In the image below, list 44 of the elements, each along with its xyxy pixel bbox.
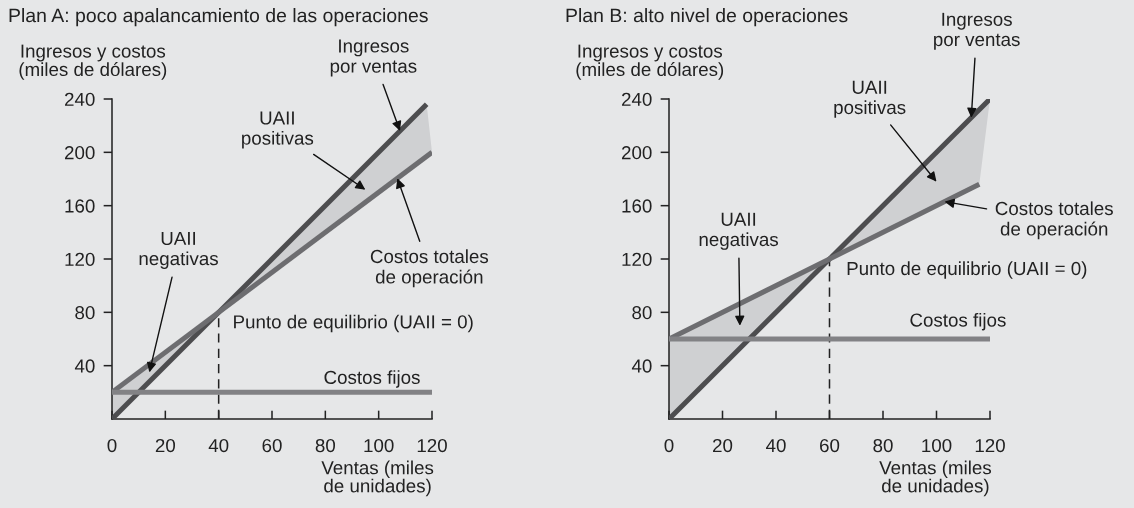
x-axis-title: Ventas (miles de unidades) xyxy=(321,460,434,497)
y-axis-title: Ingresos y costos (miles de dólares) xyxy=(576,44,724,80)
x-tick-label: 0 xyxy=(664,438,674,453)
y-tick-label: 240 xyxy=(622,92,652,106)
annotation: UAII negativas xyxy=(139,231,218,269)
x-tick-label: 60 xyxy=(262,438,282,453)
x-tick-label: 40 xyxy=(766,438,786,453)
annotation: UAII positivas xyxy=(242,111,314,149)
y-tick-label: 80 xyxy=(632,306,652,320)
x-tick-label: 80 xyxy=(315,438,336,453)
x-tick-label: 0 xyxy=(107,438,117,453)
chart-title: Plan B: alto nivel de operaciones xyxy=(566,8,848,27)
y-tick-label: 200 xyxy=(65,146,95,160)
x-tick-label: 40 xyxy=(208,438,229,453)
y-tick-label: 120 xyxy=(622,252,652,266)
x-tick-label: 20 xyxy=(713,438,733,453)
y-tick-label: 40 xyxy=(74,359,95,373)
y-tick-label: 240 xyxy=(65,92,95,106)
y-tick-label: 160 xyxy=(622,199,652,213)
y-axis-title: Ingresos y costos (miles de dólares) xyxy=(19,44,167,80)
text: Ingresos por ventas xyxy=(934,12,1020,50)
annotation: Punto de equilibrio (UAII = 0) xyxy=(847,261,1087,279)
y-tick-label: 200 xyxy=(622,146,652,160)
x-tick-label: 100 xyxy=(922,438,952,453)
y-tick-label: 80 xyxy=(75,306,95,320)
y-tick-label: 120 xyxy=(65,252,95,266)
x-tick-label: 120 xyxy=(975,438,1005,453)
x-tick-label: 60 xyxy=(820,438,840,453)
annotation: UAII positivas xyxy=(834,80,906,118)
x-tick-label: 20 xyxy=(155,438,176,453)
series-label: Costos fijos xyxy=(324,370,420,388)
chart-title: Plan A: poco apalancamiento de las operaciones xyxy=(9,8,428,27)
annotation: UAII negativas xyxy=(699,212,779,250)
series-label: Costos totales de operación xyxy=(995,201,1113,240)
x-axis-title: Ventas (miles de unidades) xyxy=(879,460,992,497)
x-tick-label: 80 xyxy=(873,438,893,453)
series-label: Ingresos por ventas xyxy=(330,39,417,77)
annotation: Punto de equilibrio (UAII = 0) xyxy=(234,314,473,333)
x-tick-label: 100 xyxy=(364,438,394,453)
series-label: Costos fijos xyxy=(910,312,1006,331)
y-tick-label: 160 xyxy=(65,199,95,213)
text: Costos totales de operación xyxy=(370,249,489,288)
y-tick-label: 40 xyxy=(631,359,652,373)
x-tick-label: 120 xyxy=(417,438,447,453)
